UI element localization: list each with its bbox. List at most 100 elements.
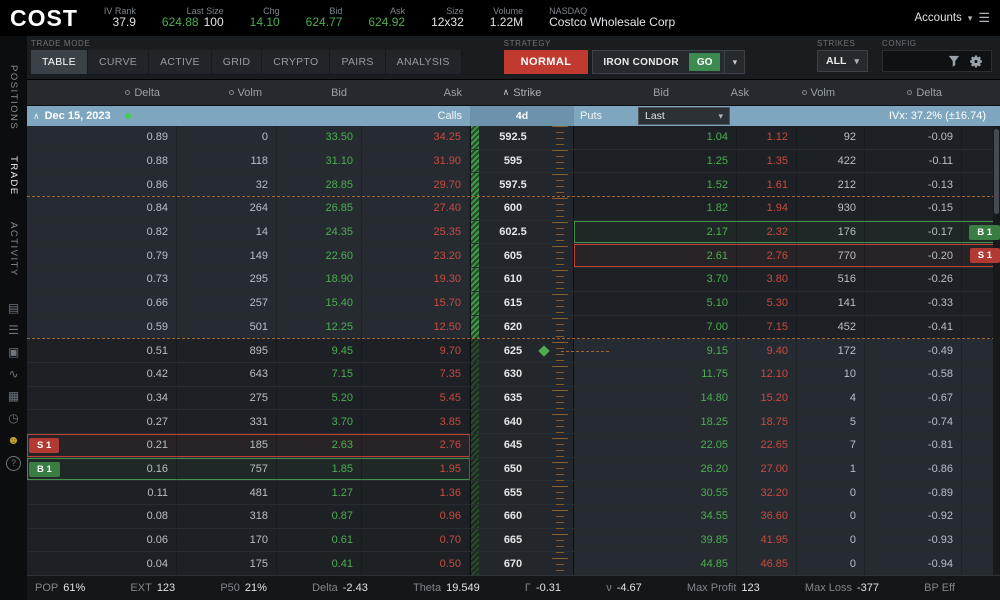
col-header-call-ask[interactable]: Ask (443, 86, 462, 99)
put-delta[interactable]: -0.49 (865, 339, 962, 362)
strike-price[interactable]: 640 (503, 415, 523, 428)
normal-mode-button[interactable]: NORMAL (503, 50, 589, 74)
chart-icon[interactable]: ∿ (8, 366, 19, 381)
put-delta[interactable]: -0.89 (865, 481, 962, 504)
put-bid[interactable]: 1.52 (574, 173, 737, 197)
put-volume[interactable]: 422 (797, 149, 865, 173)
tab-crypto[interactable]: CRYPTO (262, 50, 331, 74)
tab-table[interactable]: TABLE (31, 50, 88, 74)
strike-price[interactable]: 630 (503, 368, 523, 381)
put-ask[interactable]: 1.35 (737, 149, 797, 173)
strike-price[interactable]: 615 (503, 297, 523, 310)
put-delta[interactable]: -0.93 (865, 528, 962, 552)
put-bid[interactable]: 2.61 (574, 244, 737, 268)
put-volume[interactable]: 0 (797, 552, 865, 576)
call-ask[interactable]: 0.96 (362, 505, 470, 528)
put-volume[interactable]: 92 (797, 126, 865, 149)
put-ask[interactable]: 36.60 (737, 505, 797, 528)
call-delta[interactable]: 0.79 (27, 244, 177, 268)
put-volume[interactable]: 1 (797, 457, 865, 481)
menu-icon[interactable]: ☰ (978, 10, 990, 25)
strike-price[interactable]: 592.5 (499, 131, 527, 144)
call-bid[interactable]: 0.87 (277, 505, 362, 528)
put-ask[interactable]: 7.15 (737, 315, 797, 339)
call-volume[interactable]: 264 (177, 197, 277, 220)
put-delta[interactable]: -0.17 (865, 220, 962, 244)
col-header-put-ask[interactable]: Ask (730, 86, 749, 99)
put-bid[interactable]: 3.70 (574, 268, 737, 291)
position-badge-call-645[interactable]: S 1 (29, 437, 60, 453)
put-delta[interactable]: -0.74 (865, 410, 962, 433)
position-badge-put-602.5[interactable]: B 1 (969, 224, 1000, 240)
help-icon[interactable]: ? (6, 455, 21, 471)
put-delta[interactable]: -0.67 (865, 386, 962, 410)
put-ask[interactable]: 5.30 (737, 291, 797, 315)
call-ask[interactable]: 29.70 (362, 173, 470, 197)
put-bid[interactable]: 1.82 (574, 197, 737, 220)
put-ask[interactable]: 32.20 (737, 481, 797, 504)
put-volume[interactable]: 212 (797, 173, 865, 197)
call-bid[interactable]: 31.10 (277, 149, 362, 173)
scrollbar[interactable] (993, 126, 1000, 575)
strike-price[interactable]: 670 (503, 557, 523, 570)
chevron-down-icon[interactable]: ▾ (724, 51, 744, 73)
strike-price[interactable]: 620 (503, 320, 523, 333)
expiration-row[interactable]: ∧ Dec 15, 2023 Calls 4d Puts Last ▾ IVx:… (27, 106, 1000, 126)
call-bid[interactable]: 28.85 (277, 173, 362, 197)
col-header-put-delta[interactable]: Delta (865, 87, 962, 99)
call-bid[interactable]: 15.40 (277, 291, 362, 315)
put-bid[interactable]: 18.25 (574, 410, 737, 433)
call-bid[interactable]: 0.41 (277, 552, 362, 576)
call-volume[interactable]: 331 (177, 410, 277, 433)
call-ask[interactable]: 19.30 (362, 268, 470, 291)
col-header-call-volm[interactable]: Volm (177, 87, 277, 99)
call-bid[interactable]: 1.27 (277, 481, 362, 504)
put-delta[interactable]: -0.41 (865, 315, 962, 339)
call-delta[interactable]: 0.04 (27, 552, 177, 576)
put-delta[interactable]: -0.15 (865, 197, 962, 220)
put-ask[interactable]: 22.65 (737, 433, 797, 457)
col-header-put-bid[interactable]: Bid (653, 86, 669, 99)
call-bid[interactable]: 33.50 (277, 126, 362, 149)
gear-icon[interactable] (970, 54, 983, 68)
call-delta[interactable]: 0.34 (27, 386, 177, 410)
tab-active[interactable]: ACTIVE (149, 50, 212, 74)
put-bid[interactable]: 26.20 (574, 457, 737, 481)
put-ask[interactable]: 18.75 (737, 410, 797, 433)
call-ask[interactable]: 0.70 (362, 528, 470, 552)
strategy-select[interactable]: IRON CONDOR GO ▾ (592, 50, 746, 74)
call-volume[interactable]: 185 (177, 433, 277, 457)
put-ask[interactable]: 27.00 (737, 457, 797, 481)
collapse-chevron-icon[interactable]: ∧ (33, 110, 40, 121)
put-bid[interactable]: 1.04 (574, 126, 737, 149)
call-volume[interactable]: 295 (177, 268, 277, 291)
call-delta[interactable]: 0.27 (27, 410, 177, 433)
put-delta[interactable]: -0.94 (865, 552, 962, 576)
filter-icon[interactable] (948, 55, 960, 67)
put-ask[interactable]: 1.94 (737, 197, 797, 220)
call-bid[interactable]: 7.15 (277, 362, 362, 386)
put-delta[interactable]: -0.81 (865, 433, 962, 457)
put-ask[interactable]: 46.85 (737, 552, 797, 576)
put-volume[interactable]: 141 (797, 291, 865, 315)
put-bid[interactable]: 14.80 (574, 386, 737, 410)
put-volume[interactable]: 516 (797, 268, 865, 291)
call-ask[interactable]: 25.35 (362, 220, 470, 244)
strike-price[interactable]: 605 (503, 249, 523, 262)
call-bid[interactable]: 3.70 (277, 410, 362, 433)
call-volume[interactable]: 481 (177, 481, 277, 504)
sidebar-item-trade[interactable]: TRADE (8, 156, 19, 196)
call-volume[interactable]: 175 (177, 552, 277, 576)
call-ask[interactable]: 5.45 (362, 386, 470, 410)
call-ask[interactable]: 31.90 (362, 149, 470, 173)
put-volume[interactable]: 0 (797, 481, 865, 504)
col-header-strike[interactable]: ∧ Strike (502, 86, 542, 99)
put-volume[interactable]: 0 (797, 505, 865, 528)
call-delta[interactable]: 0.42 (27, 362, 177, 386)
clock-icon[interactable]: ◷ (8, 410, 19, 425)
users-icon[interactable]: ☻ (7, 432, 20, 447)
call-volume[interactable]: 643 (177, 362, 277, 386)
put-bid[interactable]: 34.55 (574, 505, 737, 528)
call-ask[interactable]: 34.25 (362, 126, 470, 149)
put-bid[interactable]: 11.75 (574, 362, 737, 386)
